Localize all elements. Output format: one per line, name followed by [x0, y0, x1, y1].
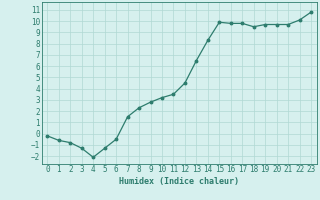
X-axis label: Humidex (Indice chaleur): Humidex (Indice chaleur) [119, 177, 239, 186]
